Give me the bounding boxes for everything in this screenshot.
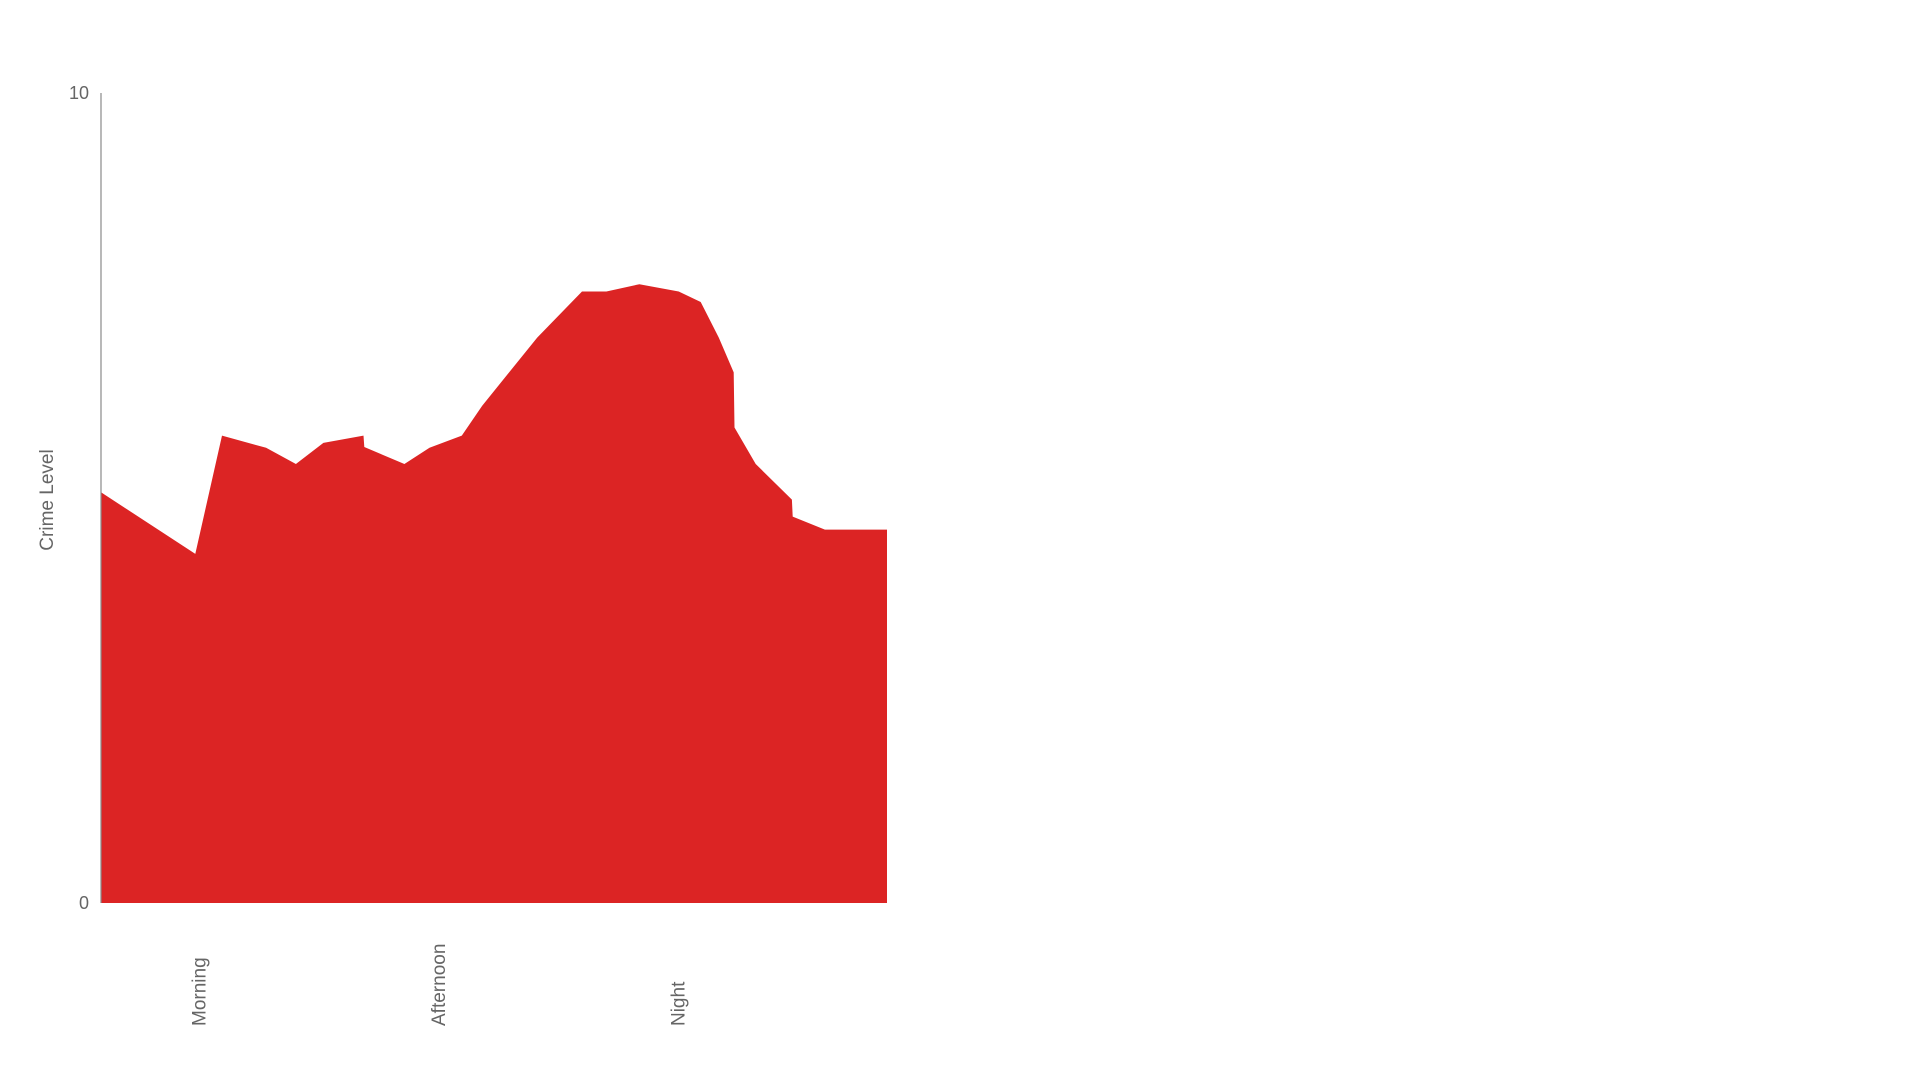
y-tick-label-max: 10: [69, 83, 89, 103]
x-category-labels: Morning Afternoon Night: [189, 944, 689, 1026]
x-category-label-morning: Morning: [189, 957, 210, 1026]
area-series-0: [101, 284, 887, 903]
x-category-label-afternoon: Afternoon: [429, 944, 450, 1026]
y-axis-title: Crime Level: [37, 449, 58, 550]
x-category-label-night: Night: [669, 981, 690, 1026]
area-layer: [101, 284, 887, 903]
y-tick-label-min: 0: [79, 893, 89, 913]
